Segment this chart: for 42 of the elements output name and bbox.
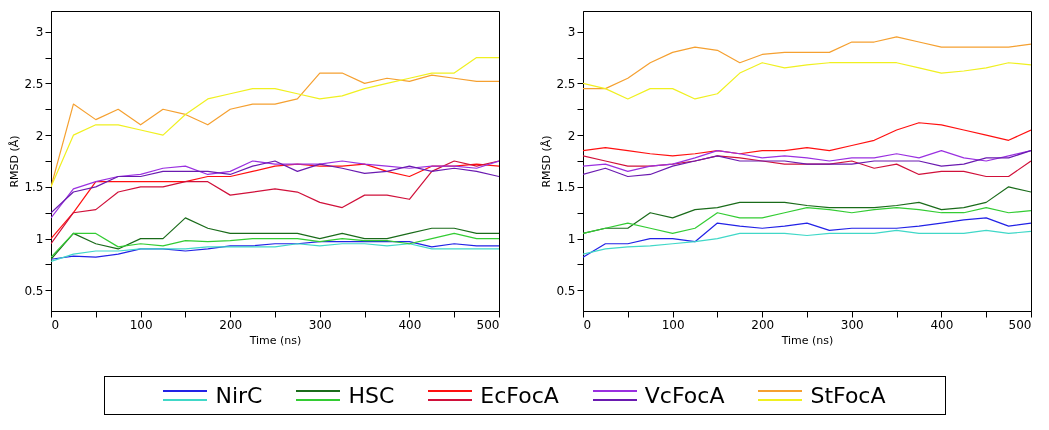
- y-tick-label: 2: [567, 128, 576, 143]
- y-tick-label: 1.5: [556, 180, 576, 195]
- legend-label: VcFocA: [644, 383, 725, 408]
- line-series: [583, 62, 1031, 100]
- x-axis-title: Time (ns): [780, 333, 834, 347]
- y-tick-label: 2: [35, 128, 44, 143]
- y-tick-label: 2.5: [556, 76, 576, 91]
- line-series: [51, 217, 499, 260]
- y-tick-label: 2.5: [24, 76, 44, 91]
- x-tick-label: 500: [1008, 317, 1032, 332]
- legend-label: NirC: [215, 383, 263, 408]
- legend-label: EcFocA: [480, 383, 559, 408]
- line-series: [51, 232, 499, 258]
- x-tick-label: 0: [51, 317, 60, 332]
- x-tick-label: 200: [219, 317, 243, 332]
- x-tick-label: 300: [308, 317, 332, 332]
- x-tick-label: 300: [840, 317, 864, 332]
- line-series: [583, 36, 1031, 90]
- y-tick-label: 1: [567, 232, 576, 247]
- line-series: [583, 217, 1031, 258]
- x-tick-label: 0: [583, 317, 592, 332]
- y-tick-label: 1: [35, 232, 44, 247]
- x-tick-label: 400: [398, 317, 422, 332]
- y-tick-label: 1.5: [24, 180, 44, 195]
- y-tick-label: 0.5: [556, 283, 576, 298]
- y-tick-label: 3: [35, 25, 44, 40]
- line-series: [583, 150, 1031, 178]
- y-tick-label: 3: [567, 25, 576, 40]
- x-tick-label: 200: [751, 317, 775, 332]
- x-axis-title: Time (ns): [248, 333, 302, 347]
- y-tick-label: 0.5: [24, 283, 44, 298]
- x-tick-label: 100: [129, 317, 153, 332]
- line-series: [583, 206, 1031, 235]
- legend-label: StFocA: [810, 383, 886, 408]
- y-axis-title: RMSD (Å): [540, 135, 554, 188]
- x-tick-label: 400: [930, 317, 954, 332]
- x-tick-label: 500: [476, 317, 500, 332]
- line-series: [583, 229, 1031, 255]
- line-series: [583, 122, 1031, 157]
- y-axis-title: RMSD (Å): [8, 135, 22, 188]
- legend-label: HSC: [348, 383, 395, 408]
- x-tick-label: 100: [661, 317, 685, 332]
